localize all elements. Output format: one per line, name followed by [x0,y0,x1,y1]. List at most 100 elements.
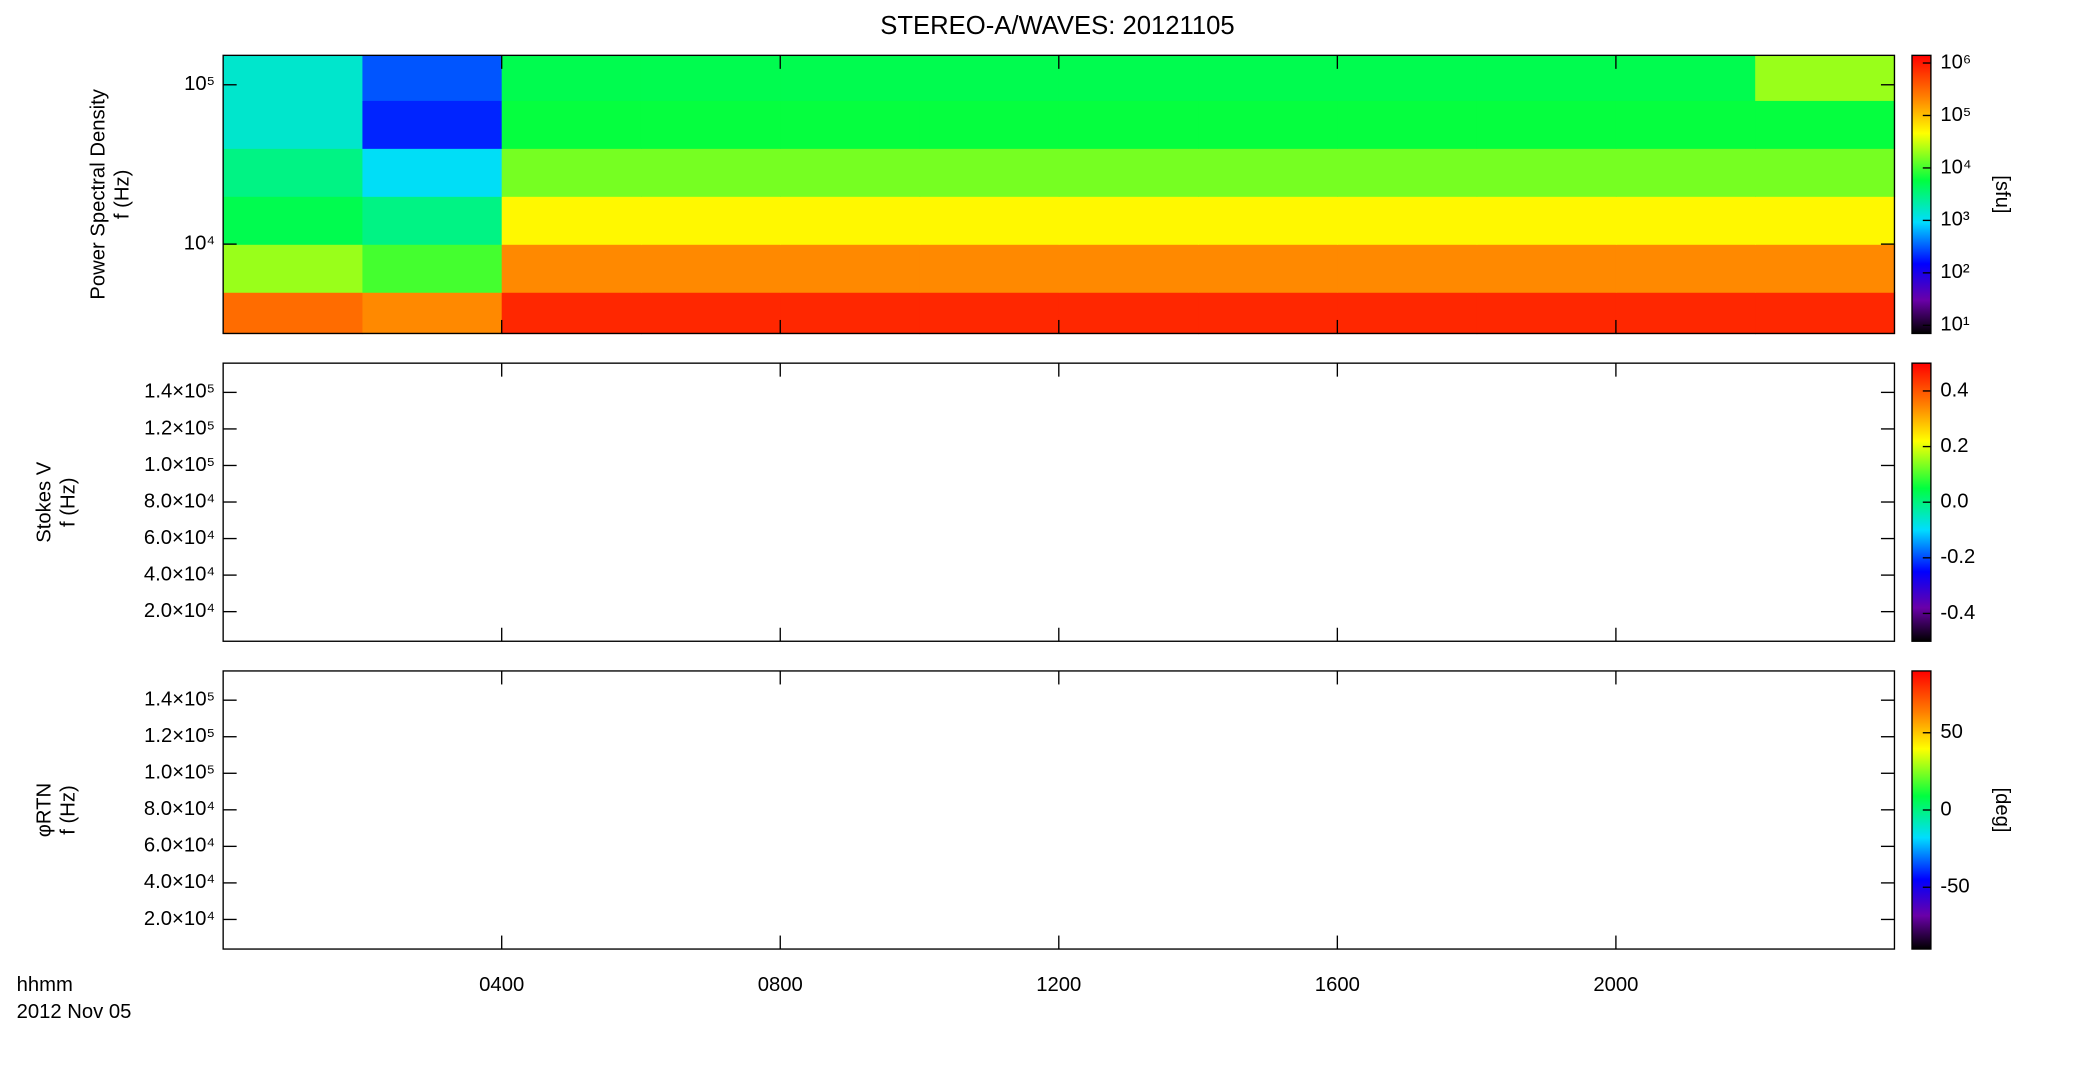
heatmap-cell [501,100,642,149]
heatmap-cell [1615,244,1756,293]
heatmap-cell [1476,55,1617,101]
heatmap-cell [1476,196,1617,245]
heatmap-cell [1476,244,1617,293]
y-tick-label: 1.0×10⁵ [144,454,215,476]
heatmap-cell [1615,148,1756,197]
colorbar-tick-label: -0.4 [1940,602,1975,624]
heatmap-cell [1476,292,1617,335]
x-tick-label: 0400 [479,974,524,996]
heatmap-cell [1198,55,1339,101]
x-axis-label: hhmm [17,974,73,996]
heatmap-cell [1755,244,1896,293]
heatmap-cell [1058,55,1199,101]
heatmap-cell [1476,148,1617,197]
heatmap-cell [362,292,503,335]
heatmap-cell [1615,55,1756,101]
x-tick-label: 1200 [1036,974,1081,996]
colorbar-tick-label: 0.0 [1940,491,1968,513]
heatmap-cell [919,148,1060,197]
y-tick-label: 10⁴ [184,232,215,254]
heatmap-cell [1755,292,1896,335]
heatmap-cell [1755,148,1896,197]
heatmap-cell [919,100,1060,149]
y-tick-label: 4.0×10⁴ [144,871,215,893]
y-tick-label: 1.2×10⁵ [144,725,215,747]
heatmap-cell [780,244,921,293]
heatmap-cell [501,196,642,245]
heatmap-cell [1058,292,1199,335]
heatmap-cell [1615,292,1756,335]
heatmap-cell [780,148,921,197]
colorbar-tick-label: 10³ [1940,209,1970,231]
heatmap-cell [780,100,921,149]
y-tick-label: 2.0×10⁴ [144,600,215,622]
x-tick-label: 1600 [1315,974,1360,996]
colorbar-tick-label: 0.2 [1940,435,1968,457]
colorbar-tick-label: 50 [1940,721,1963,743]
y-axis-label: Stokes V [33,461,55,543]
colorbar-tick-label: -50 [1940,876,1969,898]
chart-title: STEREO-A/WAVES: 20121105 [880,12,1234,40]
y-tick-label: 6.0×10⁴ [144,835,215,857]
y-tick-label: 2.0×10⁴ [144,908,215,930]
heatmap-cell [780,55,921,101]
colorbar-tick-label: 10⁵ [1940,104,1971,126]
y-tick-label: 1.2×10⁵ [144,417,215,439]
heatmap-cell [640,196,781,245]
y-axis-label: Power Spectral Density [87,88,109,299]
colorbar-label: [sfu] [1991,175,2013,213]
heatmap-cell [780,292,921,335]
x-tick-label: 0800 [758,974,803,996]
x-axis-label: 2012 Nov 05 [17,1001,132,1023]
heatmap-cell [780,196,921,245]
y-tick-label: 10⁵ [184,73,215,95]
heatmap-cell [1615,196,1756,245]
heatmap-cell [223,55,364,101]
heatmap-cell [640,244,781,293]
heatmap-cell [362,244,503,293]
heatmap-cell [362,148,503,197]
y-tick-label: 1.0×10⁵ [144,762,215,784]
heatmap-cell [1337,55,1478,101]
heatmap-cell [640,55,781,101]
heatmap-cell [640,148,781,197]
heatmap-cell [501,244,642,293]
heatmap-cell [1058,196,1199,245]
heatmap-cell [1615,100,1756,149]
y-axis-label: f (Hz) [112,170,134,219]
heatmap-cell [1058,244,1199,293]
y-tick-label: 4.0×10⁴ [144,563,215,585]
y-tick-label: 8.0×10⁴ [144,490,215,512]
heatmap-cell [1058,100,1199,149]
y-axis-label: f (Hz) [58,785,80,835]
heatmap-cell [919,292,1060,335]
heatmap-cell [1198,292,1339,335]
y-axis-label: φRTN [33,783,55,837]
x-tick-label: 2000 [1593,974,1638,996]
heatmap-cell [640,292,781,335]
heatmap-cell [1337,100,1478,149]
heatmap-cell [362,196,503,245]
heatmap-cell [501,148,642,197]
heatmap-cell [1198,244,1339,293]
colorbar [1911,54,1932,335]
heatmap-cell [1337,148,1478,197]
heatmap-cell [919,244,1060,293]
heatmap-cell [919,55,1060,101]
heatmap-cell [1337,244,1478,293]
y-tick-label: 6.0×10⁴ [144,527,215,549]
y-tick-label: 1.4×10⁵ [144,689,215,711]
colorbar-tick-label: 10¹ [1940,314,1970,336]
heatmap-cell [1476,100,1617,149]
heatmap-cell [501,292,642,335]
heatmap-cell [1198,196,1339,245]
heatmap-cell [1337,196,1478,245]
colorbar-tick-label: 10² [1940,261,1970,283]
heatmap-cell [223,148,364,197]
heatmap-cell [362,55,503,101]
heatmap-cell [1337,292,1478,335]
colorbar-tick-label: 10⁶ [1940,51,1971,73]
heatmap-cell [1198,148,1339,197]
colorbar-tick-label: 10⁴ [1940,156,1971,178]
